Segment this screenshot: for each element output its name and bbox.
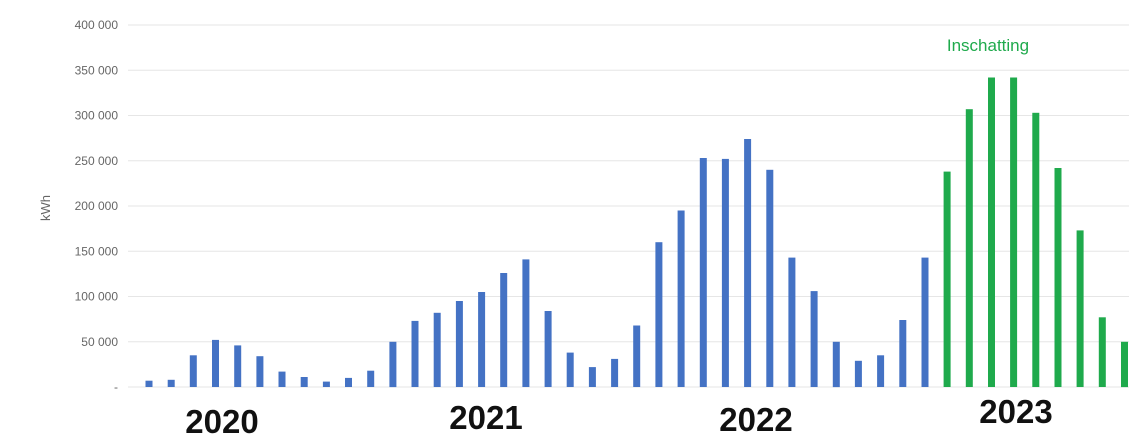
- bar: [389, 341, 397, 388]
- bar: [455, 301, 463, 387]
- y-tick-label: 100 000: [75, 290, 119, 304]
- bar: [832, 341, 840, 388]
- bar: [766, 169, 774, 387]
- bars: [145, 77, 1128, 388]
- y-tick-label: 350 000: [75, 63, 119, 77]
- year-label: 2020: [185, 403, 258, 439]
- bar-estimate: [1098, 317, 1106, 387]
- y-tick-label: 150 000: [75, 244, 119, 258]
- bar: [655, 242, 663, 387]
- y-tick-label: 250 000: [75, 154, 119, 168]
- bar: [744, 139, 752, 387]
- bar-estimate: [1010, 77, 1018, 387]
- year-label: 2021: [449, 399, 522, 436]
- bar: [500, 273, 508, 387]
- gridlines: [128, 24, 1129, 388]
- bar: [433, 312, 441, 387]
- bar-estimate: [1121, 341, 1128, 388]
- bar: [544, 311, 552, 387]
- bar: [189, 355, 197, 387]
- bar: [921, 257, 929, 387]
- y-tick-label: -: [114, 380, 118, 394]
- bar: [411, 320, 419, 387]
- bar: [234, 345, 242, 387]
- bar: [145, 380, 153, 387]
- y-tick-label: 200 000: [75, 199, 119, 213]
- bar: [345, 377, 352, 387]
- bar-estimate: [1076, 230, 1084, 387]
- bar: [300, 377, 308, 387]
- bar: [478, 292, 486, 387]
- bar: [854, 360, 862, 387]
- bar: [167, 379, 175, 387]
- bar: [367, 370, 375, 387]
- bar-estimate: [988, 77, 995, 387]
- bar-estimate: [965, 109, 973, 387]
- bar: [788, 257, 796, 387]
- bar: [677, 210, 685, 387]
- bar: [522, 259, 530, 387]
- y-axis-label: kWh: [38, 195, 53, 221]
- y-tick-label: 400 000: [75, 18, 119, 32]
- bar: [899, 320, 907, 387]
- year-label: 2023: [979, 393, 1052, 430]
- year-labels: 2020 2021 2022 2023: [185, 393, 1052, 439]
- bar-estimate: [943, 171, 951, 387]
- year-label: 2022: [719, 401, 792, 438]
- bar: [322, 381, 330, 387]
- bar-estimate: [1054, 168, 1062, 387]
- bar: [877, 355, 885, 387]
- estimate-annotation: Inschatting: [947, 36, 1029, 55]
- y-tick-label: 50 000: [81, 335, 118, 349]
- bar-estimate: [1032, 112, 1040, 388]
- bar: [611, 358, 619, 387]
- bar: [212, 339, 219, 387]
- bar: [278, 371, 286, 387]
- bar: [566, 352, 574, 387]
- bar: [256, 356, 264, 387]
- bar: [633, 325, 641, 387]
- bar: [721, 158, 729, 387]
- y-tick-label: 300 000: [75, 109, 119, 123]
- bar: [588, 367, 596, 387]
- bar: [699, 158, 707, 387]
- y-axis-ticks: - 50 000 100 000 150 000 200 000 250 000 300 0…: [75, 18, 119, 394]
- bar: [810, 291, 818, 387]
